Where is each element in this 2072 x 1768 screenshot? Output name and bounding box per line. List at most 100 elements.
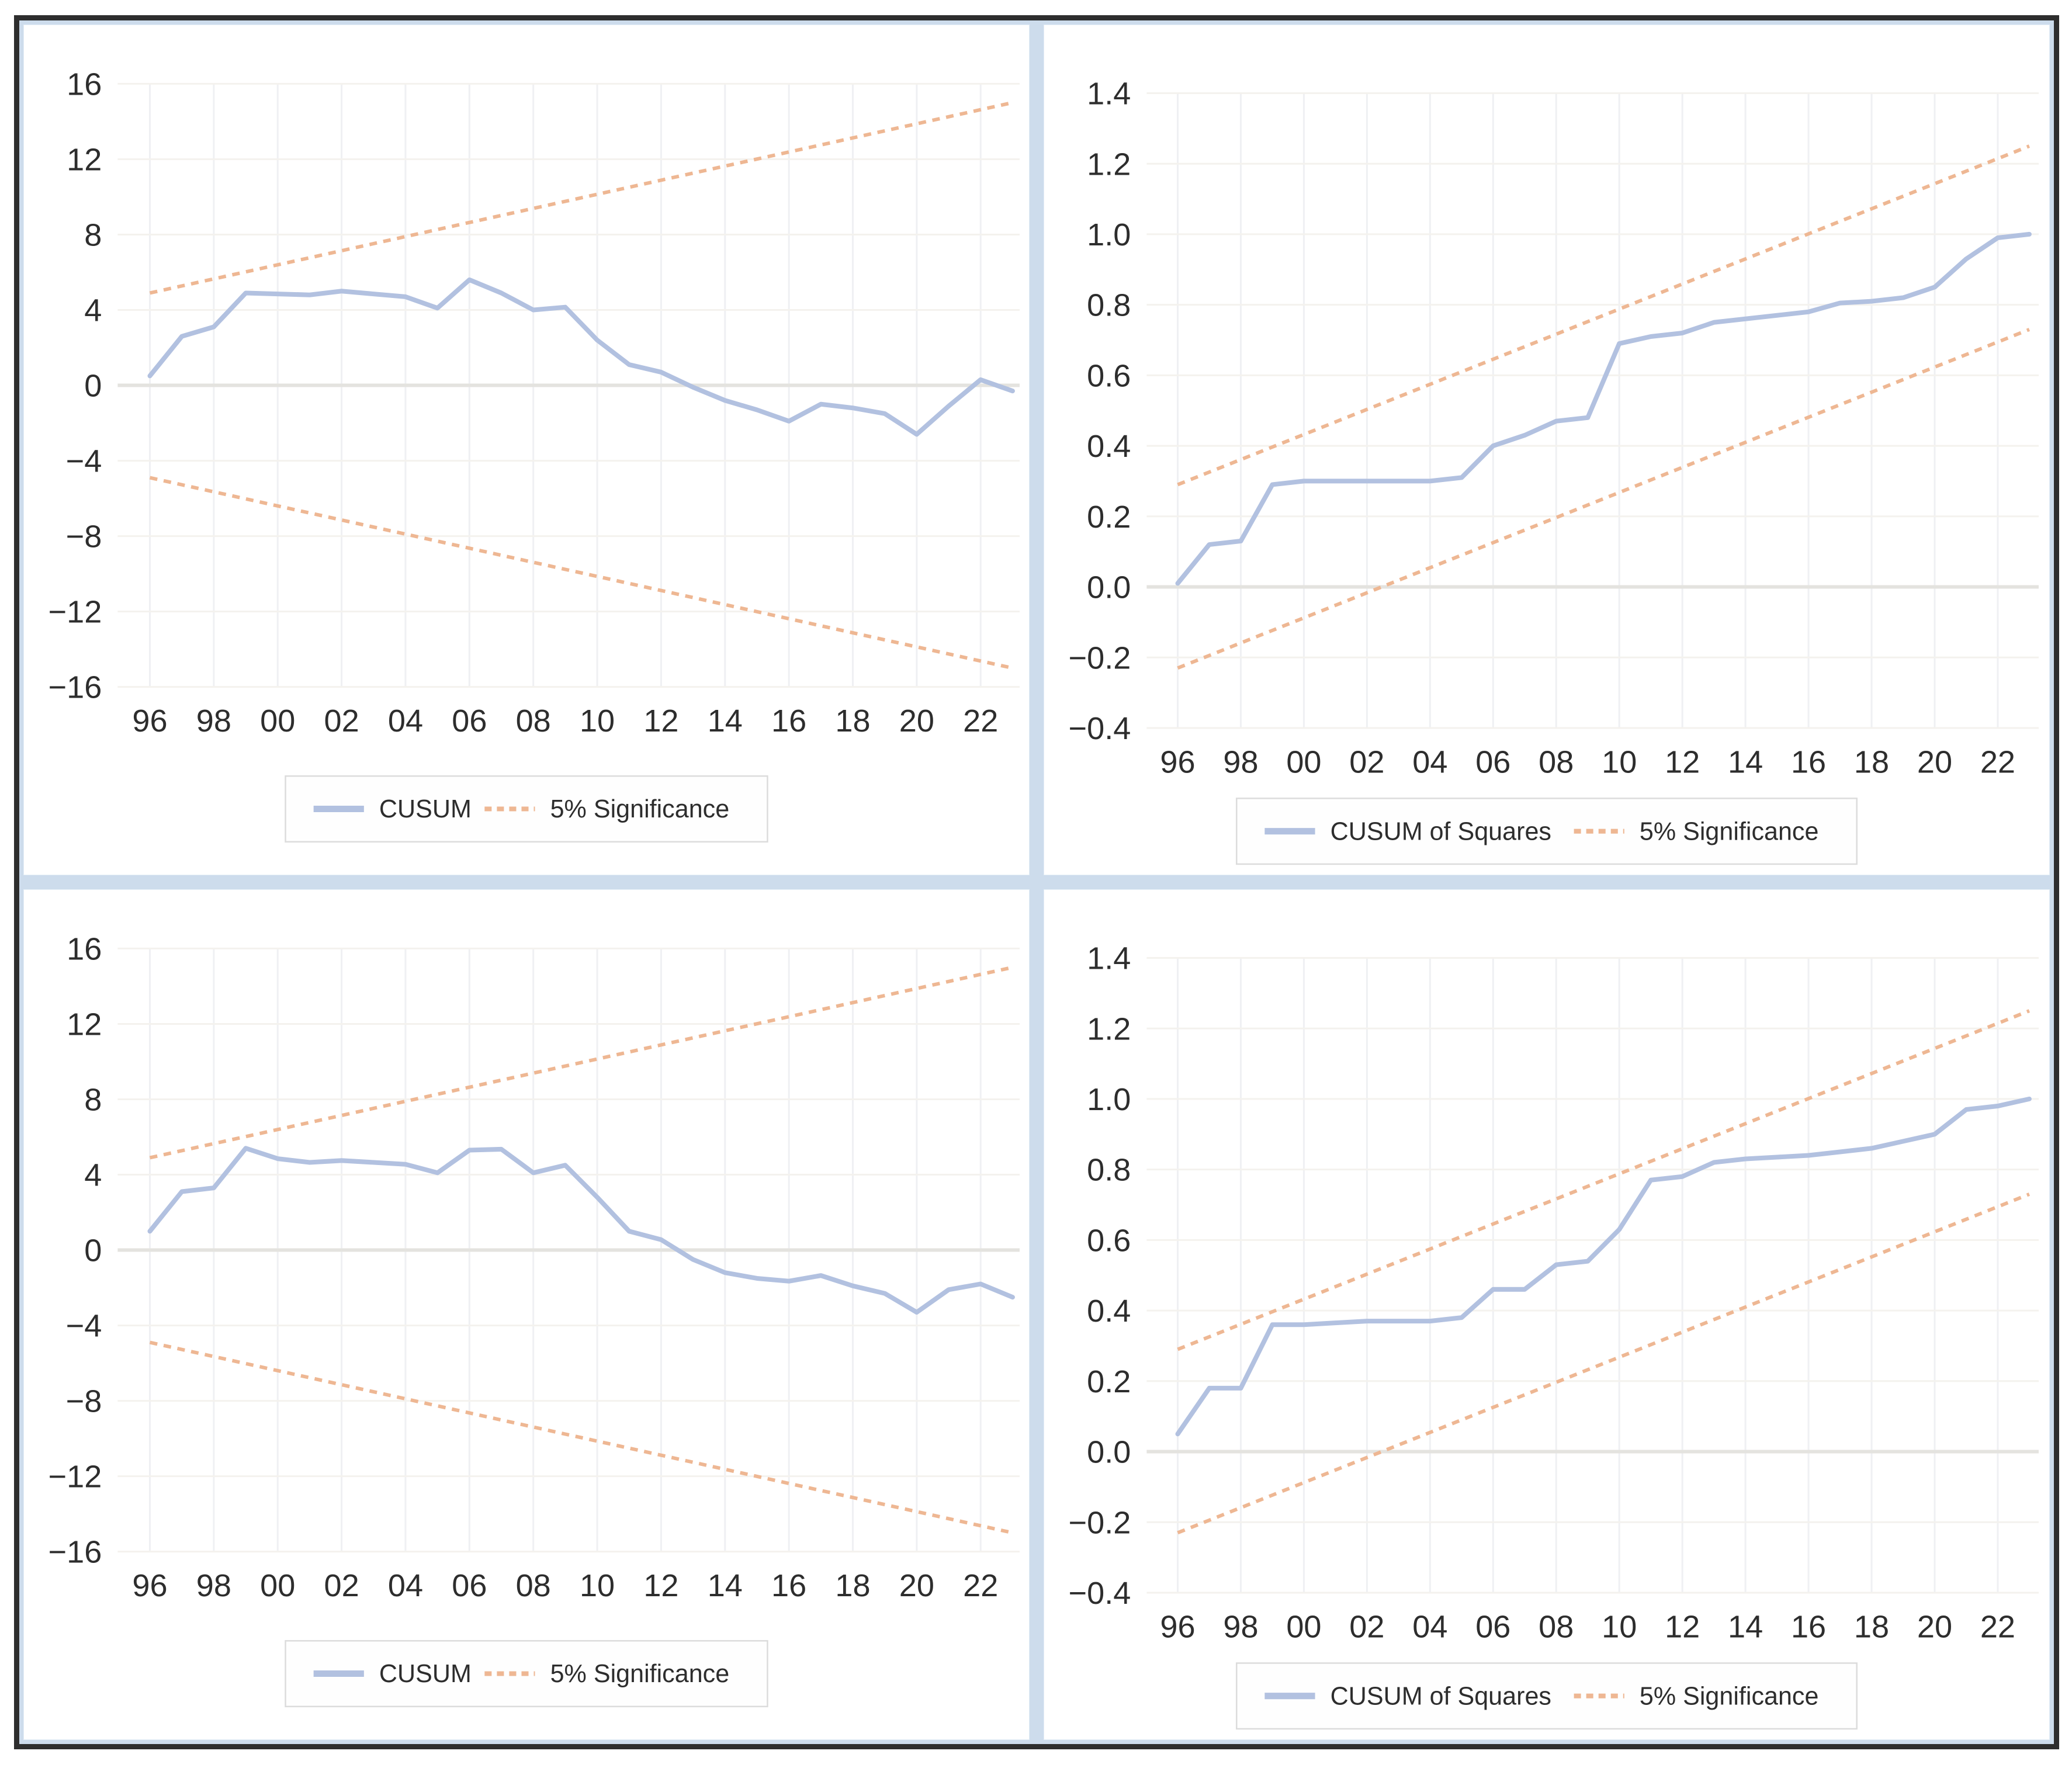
legend-label: CUSUM of Squares [1330,1682,1551,1710]
panel-cusum-top-left: 16 12 8 4 0 −4 −8 −12 −16 96 98 00 02 04 06 08 10 12 14 16 1… [23,25,1030,875]
y-axis-tick-label: 0.4 [1087,1294,1131,1329]
x-axis-tick-label: 18 [1854,744,1889,779]
y-axis-tick-label: 0.0 [1087,570,1131,605]
significance-lower-line [149,1340,1013,1535]
cusum-of-squares-chart-1: 1.4 1.2 1.0 0.8 0.6 0.4 0.2 0.0 −0.2 −0.4 96 98 00 02… [1069,77,2039,865]
y-axis-tick-label: 1.0 [1087,217,1131,252]
x-axis-tick-label: 98 [1223,744,1258,779]
y-axis-tick-label: 16 [67,67,102,102]
y-axis-tick-label: −0.4 [1069,1576,1131,1611]
panel-cusum-of-squares-top-right: 1.4 1.2 1.0 0.8 0.6 0.4 0.2 0.0 −0.2 −0.4 96 98 00 02… [1044,25,2050,875]
x-axis-tick-label: 16 [771,1568,806,1603]
y-axis-tick-label: 0.6 [1087,358,1131,393]
significance-upper-line [1177,1009,2031,1351]
x-axis-tick-label: 96 [132,703,167,739]
x-axis-tick-label: 10 [1602,744,1637,779]
y-axis-tick-label: 0.8 [1087,1153,1131,1188]
x-axis-tick-label: 18 [1854,1609,1889,1644]
y-axis-tick-label: 0.8 [1087,288,1131,323]
y-axis-tick-label: −8 [66,519,102,554]
x-axis-tick-label: 96 [1160,1609,1195,1644]
y-axis-tick-label: 0.0 [1087,1435,1131,1470]
x-axis-tick-label: 22 [963,703,998,739]
cusum-line [147,277,1015,437]
x-axis-tick-label: 08 [1539,744,1574,779]
figure-frame: 16 12 8 4 0 −4 −8 −12 −16 96 98 00 02 04 06 08 10 12 14 16 1… [14,15,2059,1749]
cusum-of-squares-line [1175,1096,2032,1437]
x-axis-tick-label: 00 [1286,1609,1321,1644]
y-axis-tick-label: −16 [48,670,102,705]
y-axis-tick-label: 12 [67,142,102,177]
y-axis-tick-label: 1.2 [1087,1011,1131,1046]
y-axis-tick-label: −12 [48,595,102,630]
x-axis-tick-label: 08 [1539,1609,1574,1644]
y-axis-tick-label: 0.2 [1087,1364,1131,1399]
legend-label: 5% Significance [550,1660,730,1688]
x-axis-tick-label: 16 [771,703,806,739]
cusum-of-squares-line [1175,231,2032,586]
y-axis-tick-label: 1.4 [1087,941,1131,976]
x-axis-tick-label: 00 [260,703,295,739]
x-axis-tick-label: 10 [580,1568,615,1603]
legend-label: 5% Significance [1640,817,1819,845]
y-axis-tick-label: −4 [66,1309,102,1344]
x-axis-tick-label: 00 [1286,744,1321,779]
legend-label: CUSUM [379,1660,472,1688]
y-axis-tick-label: −12 [48,1460,102,1495]
x-axis-tick-label: 14 [1728,1609,1763,1644]
x-axis-tick-label: 10 [580,703,615,739]
x-axis-tick-label: 02 [324,703,359,739]
legend-label: CUSUM of Squares [1330,817,1551,845]
legend-box [1236,1662,1858,1730]
y-axis-tick-label: 0.6 [1087,1223,1131,1258]
y-axis-tick-label: 1.0 [1087,1082,1131,1117]
cusum-chart-1: 16 12 8 4 0 −4 −8 −12 −16 96 98 00 02 04 06 08 10 12 14 16 1… [48,67,1020,843]
x-axis-tick-label: 04 [388,703,423,739]
x-axis-tick-label: 04 [388,1568,423,1603]
x-axis-tick-label: 02 [1349,744,1384,779]
cusum-line [147,1146,1015,1315]
y-axis-tick-label: 8 [84,218,102,253]
x-axis-tick-label: 18 [835,703,870,739]
y-axis-tick-label: 16 [67,931,102,966]
y-axis-tick-label: 1.2 [1087,147,1131,182]
x-axis-tick-label: 10 [1602,1609,1637,1644]
x-axis-tick-label: 04 [1412,1609,1447,1644]
x-axis-tick-label: 98 [196,703,231,739]
y-axis-tick-label: 0 [84,1233,102,1268]
x-axis-tick-label: 06 [452,703,487,739]
x-axis-tick-label: 20 [899,1568,934,1603]
x-axis-tick-label: 20 [1917,1609,1952,1644]
cusum-chart-2: 16 12 8 4 0 −4 −8 −12 −16 96 98 00 02 04 06 08 10 12 14 16 1… [48,931,1020,1708]
y-axis-tick-label: 0.2 [1087,500,1131,535]
x-axis-tick-label: 06 [452,1568,487,1603]
x-axis-tick-label: 96 [1160,744,1195,779]
x-axis-tick-label: 22 [1980,1609,2015,1644]
x-axis-tick-label: 14 [708,703,743,739]
legend-box [1236,798,1858,865]
x-axis-tick-label: 02 [324,1568,359,1603]
y-axis-tick-label: −16 [48,1535,102,1570]
x-axis-tick-label: 06 [1475,1609,1510,1644]
chart-grid: 16 12 8 4 0 −4 −8 −12 −16 96 98 00 02 04 06 08 10 12 14 16 1… [19,20,2054,1744]
y-axis-tick-label: 0.4 [1087,429,1131,464]
x-axis-tick-label: 14 [708,1568,743,1603]
x-axis-tick-label: 22 [1980,744,2015,779]
x-axis-tick-label: 02 [1349,1609,1384,1644]
y-axis-tick-label: 8 [84,1083,102,1118]
x-axis-tick-label: 20 [1917,744,1952,779]
significance-upper-line [149,100,1013,295]
x-axis-tick-label: 08 [516,1568,551,1603]
panel-cusum-of-squares-bottom-right: 1.4 1.2 1.0 0.8 0.6 0.4 0.2 0.0 −0.2 −0.4 96 98 00 02… [1044,889,2050,1740]
significance-lower-line [149,476,1013,670]
y-axis-tick-label: −0.2 [1069,1505,1131,1540]
cusum-of-squares-chart-2: 1.4 1.2 1.0 0.8 0.6 0.4 0.2 0.0 −0.2 −0.4 96 98 00 02… [1069,941,2039,1730]
x-axis-tick-label: 12 [643,1568,678,1603]
x-axis-tick-label: 12 [1665,1609,1700,1644]
panel-cusum-bottom-left: 16 12 8 4 0 −4 −8 −12 −16 96 98 00 02 04 06 08 10 12 14 16 1… [23,889,1030,1740]
legend-label: CUSUM [379,795,472,823]
significance-upper-line [1177,144,2031,487]
x-axis-tick-label: 12 [1665,744,1700,779]
y-axis-tick-label: 12 [67,1007,102,1042]
x-axis-tick-label: 96 [132,1568,167,1603]
